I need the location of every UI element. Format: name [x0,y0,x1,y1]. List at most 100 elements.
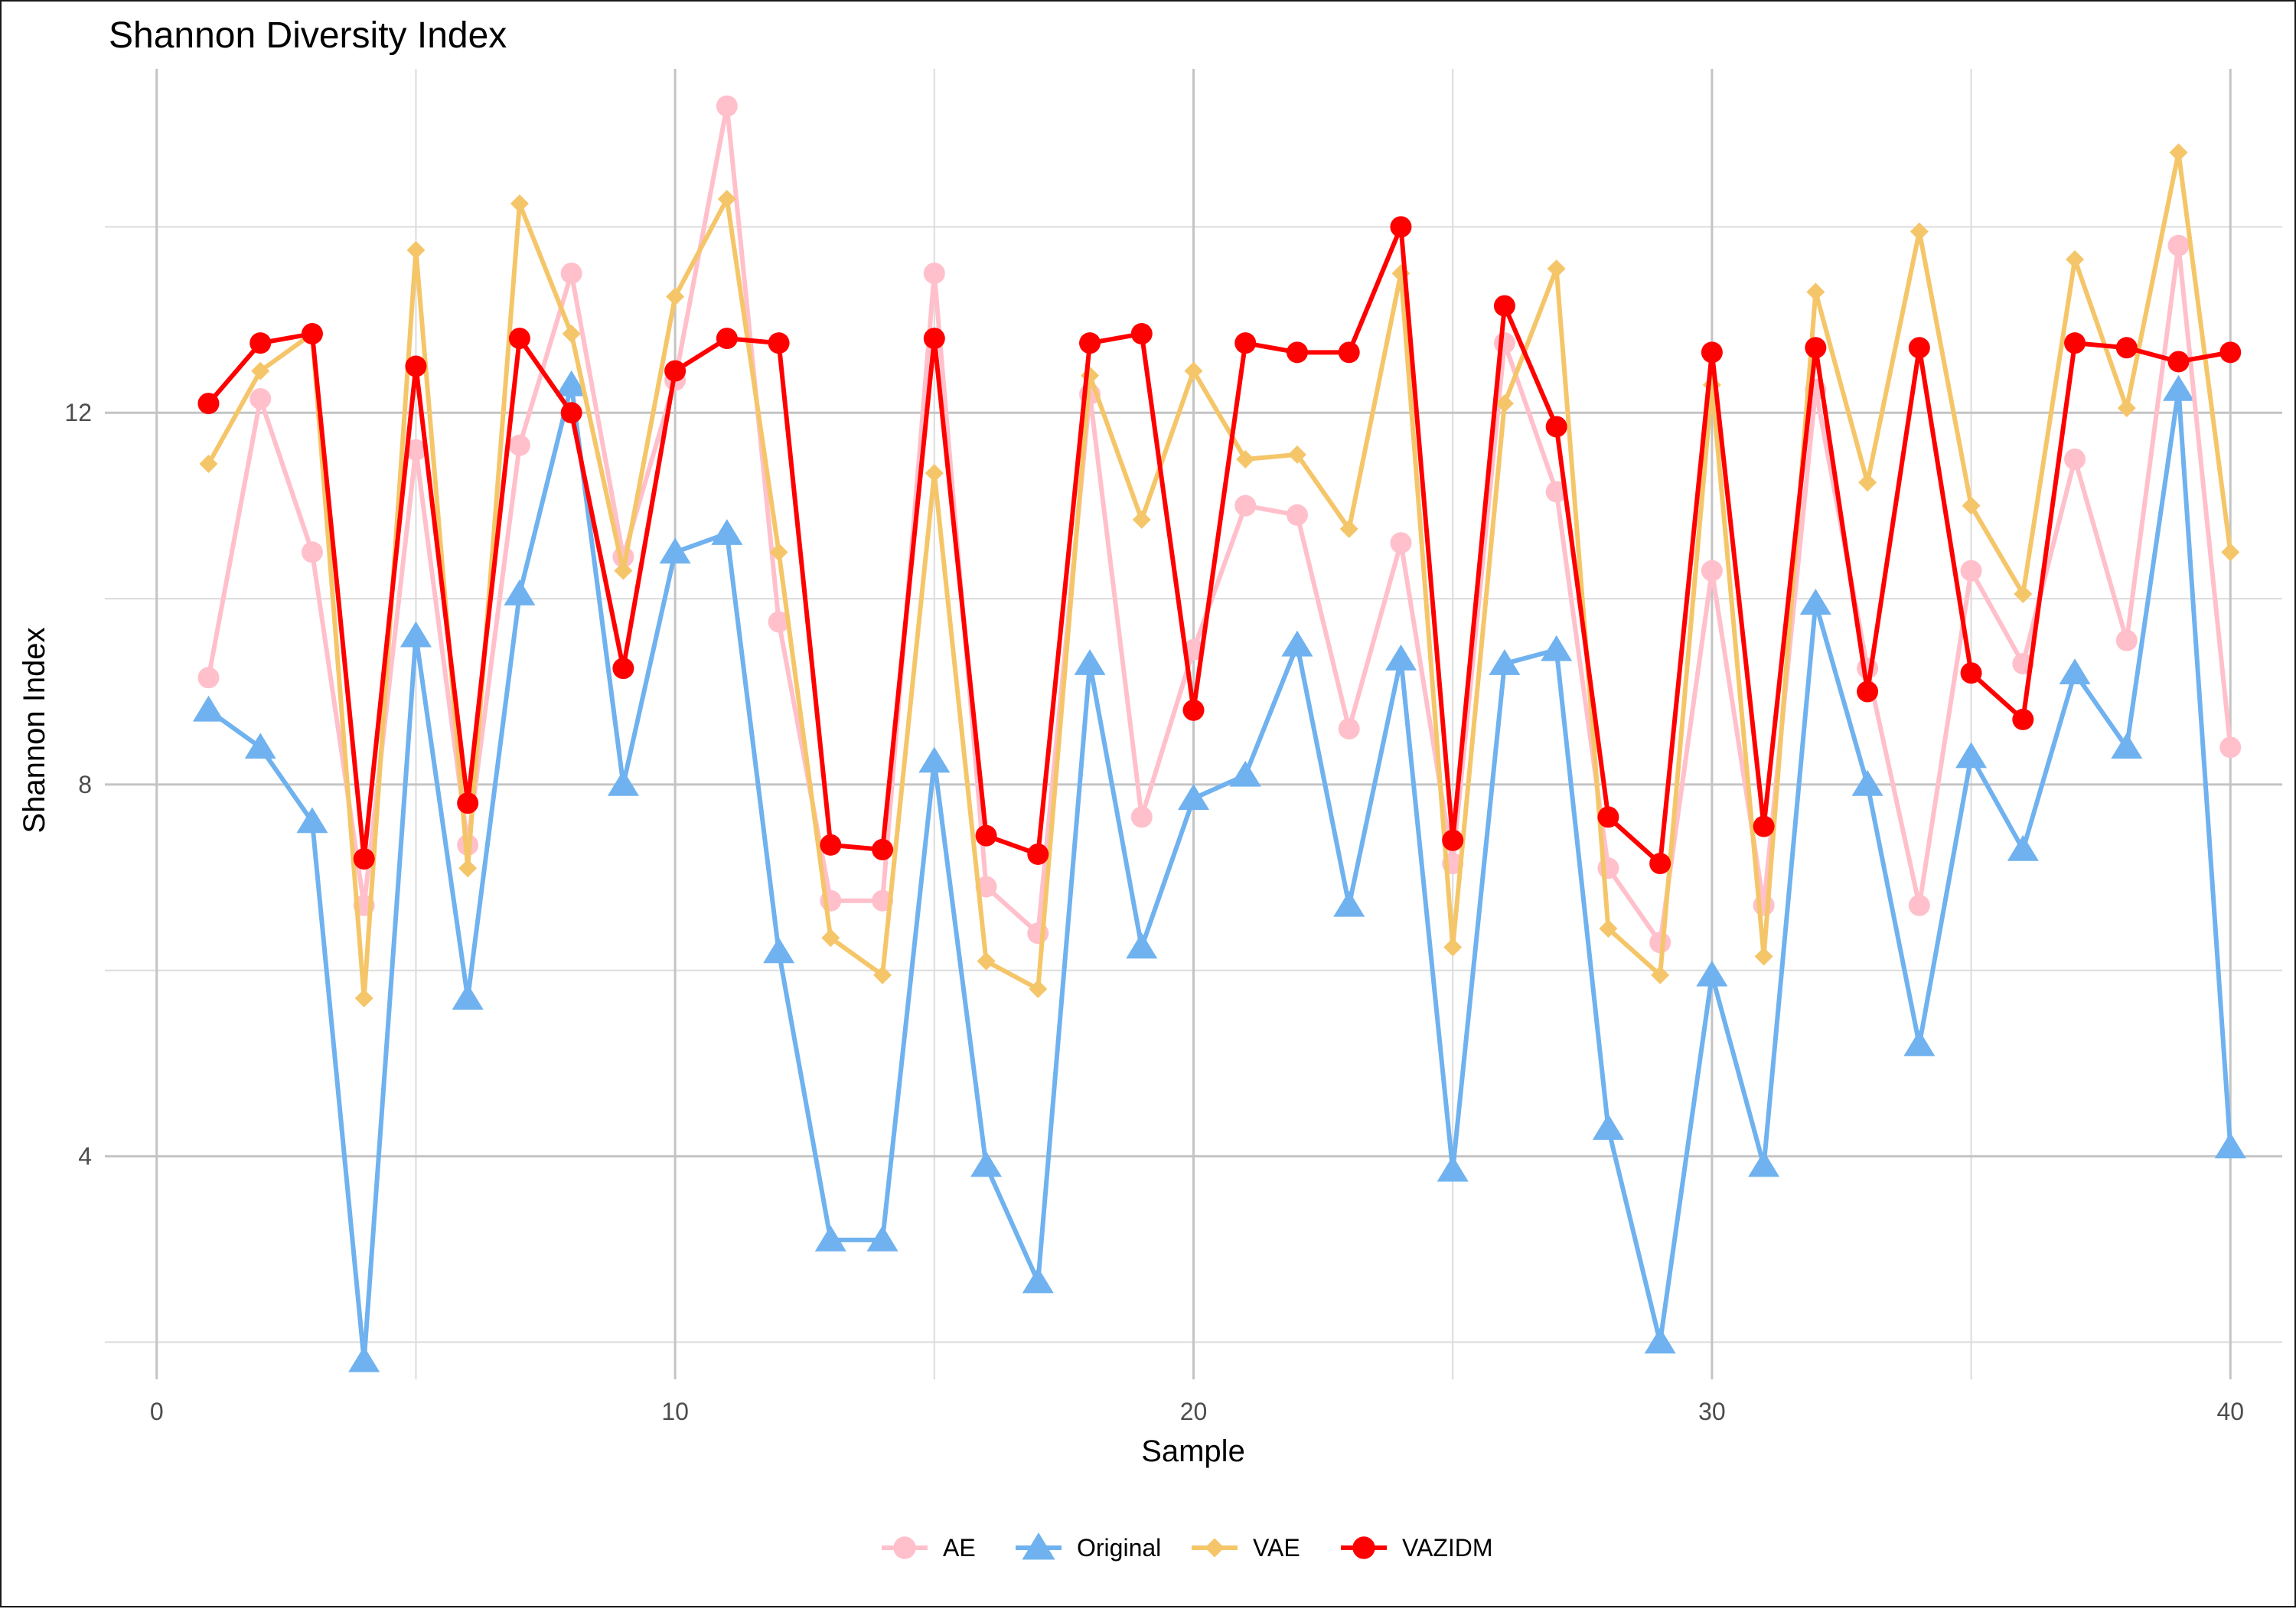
data-point-original [1075,649,1106,675]
data-point-vazidm [302,323,323,344]
x-tick-label: 20 [1180,1398,1208,1425]
data-point-vazidm [1909,337,1930,358]
data-point-vazidm [664,361,686,382]
data-point-ae [1494,332,1515,354]
data-point-vazidm [1339,341,1360,363]
x-tick-label: 40 [2216,1398,2244,1425]
data-point-vazidm [768,332,790,354]
y-axis-ticks: 4 8 12 [64,399,92,1170]
data-point-ae [1961,560,1982,582]
data-point-vazidm [2219,341,2241,363]
data-point-vazidm [1234,332,1256,354]
data-point-original [2060,658,2091,684]
data-point-original [1230,761,1261,787]
data-point-vae [1755,948,1773,966]
data-point-vae [925,464,944,482]
data-point-vazidm [2116,337,2138,358]
data-point-vae [1548,259,1566,278]
data-point-original [1126,932,1157,958]
data-point-vae [458,859,477,877]
data-point-ae [2116,630,2138,651]
data-point-vazidm [612,658,634,679]
data-point-vae [1081,367,1099,385]
data-point-original [2007,835,2039,861]
data-point-vae [2118,399,2136,417]
data-point-vae [510,194,529,213]
data-point-vazidm [354,848,375,870]
data-point-vazidm [976,825,997,847]
legend-item-original: Original [1016,1532,1161,1562]
data-point-original [2215,1132,2246,1158]
data-point-original [1022,1268,1054,1294]
data-point-vae [1910,222,1929,240]
data-point-vae [1443,938,1462,956]
y-axis-title: Shannon Index [18,627,51,833]
data-point-vazidm [1701,341,1723,363]
data-point-vae [199,455,217,473]
data-point-ae [716,96,738,117]
legend-item-vazidm: VAZIDM [1341,1534,1493,1562]
data-point-vazidm [1753,816,1775,837]
data-point-original [1541,635,1572,661]
data-point-original [348,1346,380,1372]
data-point-original [711,519,742,545]
data-point-original [400,622,432,648]
data-point-vazidm [924,328,945,349]
legend-label: Original [1077,1534,1161,1562]
legend-label: AE [943,1534,976,1562]
data-point-vazidm [1546,416,1567,437]
data-point-vazidm [1287,341,1308,363]
data-point-vazidm [2064,332,2086,354]
data-point-ae [924,263,945,284]
data-point-vazidm [1131,323,1153,344]
data-point-vae [1133,511,1151,529]
data-point-ae [2064,449,2086,470]
data-point-vazidm [1079,332,1101,354]
y-tick-label: 12 [64,399,92,426]
x-tick-label: 10 [661,1398,689,1425]
data-point-vazidm [1649,853,1671,874]
legend-item-vae: VAE [1192,1534,1300,1562]
data-point-original [1385,645,1417,671]
data-point-vae [2170,143,2188,162]
data-point-vazidm [1442,830,1463,851]
data-point-vazidm [1597,806,1619,827]
data-point-vae [355,989,373,1007]
data-point-original [2163,375,2194,401]
data-point-original [1281,631,1313,657]
data-point-ae [1339,718,1360,739]
data-point-ae [2168,235,2190,256]
data-point-original [452,984,484,1010]
data-point-vazidm [1961,662,1982,684]
data-point-original [1800,589,1831,615]
data-point-ae [509,435,530,456]
legend-key-marker [1352,1536,1375,1558]
data-point-ae [1234,495,1256,517]
data-point-ae [197,667,219,688]
data-point-original [1696,961,1727,987]
data-point-vae [563,325,581,343]
data-point-original [1645,1327,1676,1353]
data-point-vazidm [561,402,582,423]
data-point-original [504,579,535,605]
data-point-vae [1858,473,1877,491]
data-point-vae [2066,250,2084,269]
legend-label: VAE [1253,1534,1300,1562]
data-point-original [193,696,224,722]
data-point-vazidm [2012,709,2033,730]
data-point-vazidm [872,839,893,860]
data-point-original [608,770,639,796]
data-point-vazidm [2168,351,2190,372]
legend-key-marker [893,1536,915,1558]
y-tick-label: 8 [78,771,92,798]
legend: AE Original VAE VAZIDM [882,1532,1493,1562]
data-point-ae [1701,560,1723,582]
data-point-ae [1287,504,1308,526]
data-point-original [1903,1030,1935,1056]
data-point-original [1748,1151,1779,1177]
data-point-vazidm [1183,700,1205,721]
chart-title: Shannon Diversity Index [109,15,507,56]
data-point-original [970,1151,1002,1177]
data-point-vazidm [509,328,530,349]
